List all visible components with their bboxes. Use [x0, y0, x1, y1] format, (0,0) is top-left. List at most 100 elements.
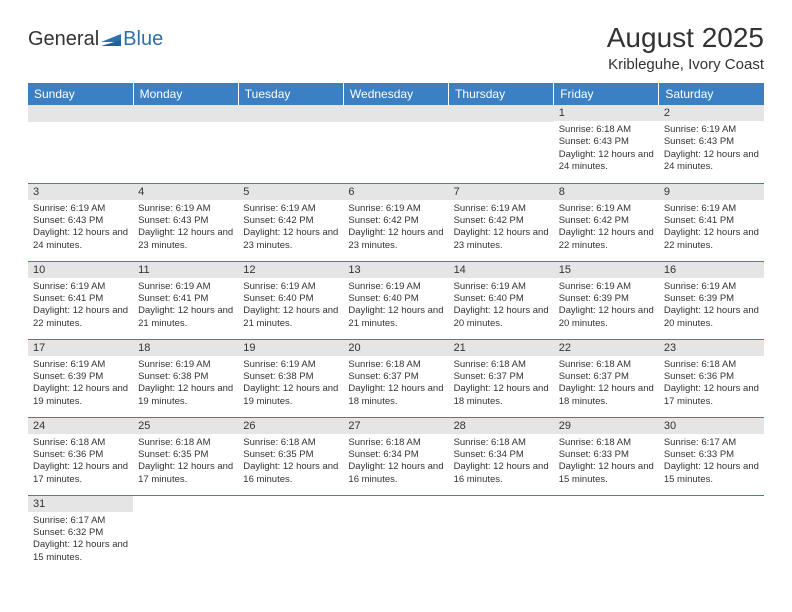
- day-cell-13: 13Sunrise: 6:19 AMSunset: 6:40 PMDayligh…: [343, 261, 448, 339]
- empty-cell: [238, 105, 343, 183]
- day-number: 24: [28, 418, 133, 434]
- day-content: Sunrise: 6:19 AMSunset: 6:42 PMDaylight:…: [449, 200, 554, 256]
- calendar-row: 17Sunrise: 6:19 AMSunset: 6:39 PMDayligh…: [28, 339, 764, 417]
- day-cell-26: 26Sunrise: 6:18 AMSunset: 6:35 PMDayligh…: [238, 417, 343, 495]
- day-cell-14: 14Sunrise: 6:19 AMSunset: 6:40 PMDayligh…: [449, 261, 554, 339]
- day-header-monday: Monday: [133, 83, 238, 105]
- day-number: 10: [28, 262, 133, 278]
- day-number: 12: [238, 262, 343, 278]
- day-content: Sunrise: 6:18 AMSunset: 6:34 PMDaylight:…: [343, 434, 448, 490]
- day-content: Sunrise: 6:19 AMSunset: 6:40 PMDaylight:…: [449, 278, 554, 334]
- day-number: 8: [554, 184, 659, 200]
- trailing-empty-cell: [133, 495, 238, 573]
- logo-text-blue: Blue: [123, 28, 163, 51]
- day-cell-23: 23Sunrise: 6:18 AMSunset: 6:36 PMDayligh…: [659, 339, 764, 417]
- month-title: August 2025: [607, 22, 764, 54]
- day-cell-1: 1Sunrise: 6:18 AMSunset: 6:43 PMDaylight…: [554, 105, 659, 183]
- day-header-thursday: Thursday: [449, 83, 554, 105]
- day-header-saturday: Saturday: [659, 83, 764, 105]
- day-content: Sunrise: 6:18 AMSunset: 6:37 PMDaylight:…: [554, 356, 659, 412]
- day-header-friday: Friday: [554, 83, 659, 105]
- empty-cell: [449, 105, 554, 183]
- day-number: 29: [554, 418, 659, 434]
- day-cell-21: 21Sunrise: 6:18 AMSunset: 6:37 PMDayligh…: [449, 339, 554, 417]
- logo-text-general: General: [28, 28, 99, 51]
- day-number: 28: [449, 418, 554, 434]
- day-number: 4: [133, 184, 238, 200]
- day-content: Sunrise: 6:18 AMSunset: 6:33 PMDaylight:…: [554, 434, 659, 490]
- day-number: 17: [28, 340, 133, 356]
- day-content: Sunrise: 6:19 AMSunset: 6:41 PMDaylight:…: [659, 200, 764, 256]
- day-number: 31: [28, 496, 133, 512]
- day-number: 6: [343, 184, 448, 200]
- day-cell-5: 5Sunrise: 6:19 AMSunset: 6:42 PMDaylight…: [238, 183, 343, 261]
- day-number: 13: [343, 262, 448, 278]
- day-number: 1: [554, 105, 659, 121]
- day-number: 23: [659, 340, 764, 356]
- day-header-row: SundayMondayTuesdayWednesdayThursdayFrid…: [28, 83, 764, 105]
- day-content: Sunrise: 6:18 AMSunset: 6:36 PMDaylight:…: [659, 356, 764, 412]
- day-number: 14: [449, 262, 554, 278]
- day-cell-31: 31Sunrise: 6:17 AMSunset: 6:32 PMDayligh…: [28, 495, 133, 573]
- calendar-body: 1Sunrise: 6:18 AMSunset: 6:43 PMDaylight…: [28, 105, 764, 573]
- empty-daynum: [133, 105, 238, 122]
- day-cell-8: 8Sunrise: 6:19 AMSunset: 6:42 PMDaylight…: [554, 183, 659, 261]
- flag-icon: [101, 32, 121, 48]
- day-content: Sunrise: 6:19 AMSunset: 6:38 PMDaylight:…: [133, 356, 238, 412]
- calendar-row: 10Sunrise: 6:19 AMSunset: 6:41 PMDayligh…: [28, 261, 764, 339]
- empty-daynum: [28, 105, 133, 122]
- day-number: 30: [659, 418, 764, 434]
- day-content: Sunrise: 6:19 AMSunset: 6:38 PMDaylight:…: [238, 356, 343, 412]
- day-content: Sunrise: 6:19 AMSunset: 6:39 PMDaylight:…: [28, 356, 133, 412]
- day-content: Sunrise: 6:19 AMSunset: 6:42 PMDaylight:…: [343, 200, 448, 256]
- trailing-empty-cell: [343, 495, 448, 573]
- day-cell-6: 6Sunrise: 6:19 AMSunset: 6:42 PMDaylight…: [343, 183, 448, 261]
- day-content: Sunrise: 6:18 AMSunset: 6:35 PMDaylight:…: [133, 434, 238, 490]
- day-number: 19: [238, 340, 343, 356]
- page-container: General Blue August 2025 Kribleguhe, Ivo…: [0, 0, 792, 573]
- day-content: Sunrise: 6:18 AMSunset: 6:37 PMDaylight:…: [449, 356, 554, 412]
- trailing-empty-cell: [238, 495, 343, 573]
- day-cell-30: 30Sunrise: 6:17 AMSunset: 6:33 PMDayligh…: [659, 417, 764, 495]
- day-cell-12: 12Sunrise: 6:19 AMSunset: 6:40 PMDayligh…: [238, 261, 343, 339]
- day-header-sunday: Sunday: [28, 83, 133, 105]
- calendar-row: 1Sunrise: 6:18 AMSunset: 6:43 PMDaylight…: [28, 105, 764, 183]
- day-cell-17: 17Sunrise: 6:19 AMSunset: 6:39 PMDayligh…: [28, 339, 133, 417]
- day-cell-28: 28Sunrise: 6:18 AMSunset: 6:34 PMDayligh…: [449, 417, 554, 495]
- day-number: 16: [659, 262, 764, 278]
- day-number: 20: [343, 340, 448, 356]
- trailing-empty-cell: [659, 495, 764, 573]
- day-cell-4: 4Sunrise: 6:19 AMSunset: 6:43 PMDaylight…: [133, 183, 238, 261]
- day-content: Sunrise: 6:19 AMSunset: 6:43 PMDaylight:…: [659, 121, 764, 177]
- calendar-row: 3Sunrise: 6:19 AMSunset: 6:43 PMDaylight…: [28, 183, 764, 261]
- day-number: 27: [343, 418, 448, 434]
- trailing-empty-cell: [554, 495, 659, 573]
- calendar-row: 31Sunrise: 6:17 AMSunset: 6:32 PMDayligh…: [28, 495, 764, 573]
- day-cell-11: 11Sunrise: 6:19 AMSunset: 6:41 PMDayligh…: [133, 261, 238, 339]
- day-number: 21: [449, 340, 554, 356]
- logo: General Blue: [28, 28, 163, 51]
- day-content: Sunrise: 6:19 AMSunset: 6:43 PMDaylight:…: [133, 200, 238, 256]
- day-number: 7: [449, 184, 554, 200]
- day-cell-10: 10Sunrise: 6:19 AMSunset: 6:41 PMDayligh…: [28, 261, 133, 339]
- day-cell-7: 7Sunrise: 6:19 AMSunset: 6:42 PMDaylight…: [449, 183, 554, 261]
- trailing-empty-cell: [449, 495, 554, 573]
- day-number: 22: [554, 340, 659, 356]
- location-label: Kribleguhe, Ivory Coast: [607, 56, 764, 73]
- day-content: Sunrise: 6:19 AMSunset: 6:40 PMDaylight:…: [238, 278, 343, 334]
- day-content: Sunrise: 6:19 AMSunset: 6:42 PMDaylight:…: [554, 200, 659, 256]
- day-cell-18: 18Sunrise: 6:19 AMSunset: 6:38 PMDayligh…: [133, 339, 238, 417]
- day-number: 26: [238, 418, 343, 434]
- day-number: 25: [133, 418, 238, 434]
- day-content: Sunrise: 6:19 AMSunset: 6:41 PMDaylight:…: [133, 278, 238, 334]
- day-number: 2: [659, 105, 764, 121]
- empty-cell: [133, 105, 238, 183]
- day-cell-25: 25Sunrise: 6:18 AMSunset: 6:35 PMDayligh…: [133, 417, 238, 495]
- day-cell-27: 27Sunrise: 6:18 AMSunset: 6:34 PMDayligh…: [343, 417, 448, 495]
- empty-cell: [28, 105, 133, 183]
- title-block: August 2025 Kribleguhe, Ivory Coast: [607, 22, 764, 73]
- header: General Blue August 2025 Kribleguhe, Ivo…: [28, 22, 764, 73]
- day-cell-2: 2Sunrise: 6:19 AMSunset: 6:43 PMDaylight…: [659, 105, 764, 183]
- day-content: Sunrise: 6:17 AMSunset: 6:32 PMDaylight:…: [28, 512, 133, 568]
- empty-cell: [343, 105, 448, 183]
